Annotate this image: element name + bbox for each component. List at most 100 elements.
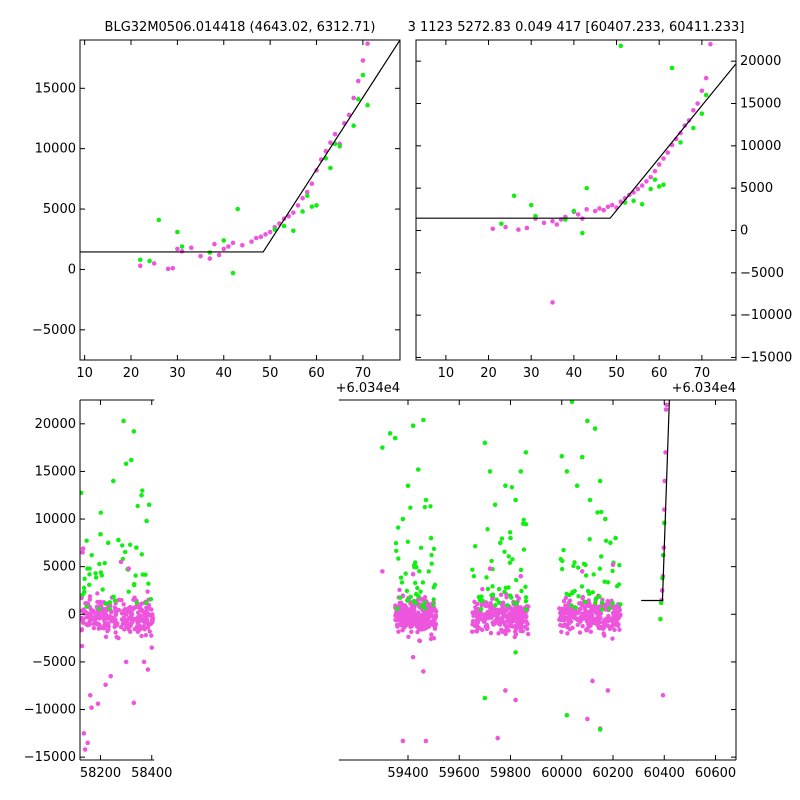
data-point [98,531,103,537]
x-tick-label: 40 [215,366,232,381]
data-point [491,622,496,627]
data-point [408,617,414,623]
data-point [550,218,555,224]
data-point [473,605,478,610]
data-point [149,607,154,612]
data-point [576,594,581,599]
data-point [107,600,113,605]
data-point [410,571,416,577]
x-tick-label: 60 [651,366,668,381]
data-point [207,250,213,255]
data-point [427,604,432,609]
data-point [113,612,118,618]
data-point [507,530,513,535]
data-point [175,229,180,235]
data-point [93,571,98,576]
data-point [592,208,598,214]
data-point [144,610,150,615]
data-point [422,600,427,605]
y-tick-label: −5000 [32,323,76,338]
data-point [523,607,529,612]
data-point [399,580,405,585]
data-point [561,598,567,604]
model-line [641,400,670,602]
data-point [518,469,524,474]
data-point [660,575,665,581]
data-point [584,627,589,633]
data-point [613,535,618,541]
data-point [523,584,528,590]
data-point [253,235,259,241]
data-point [365,102,370,108]
data-point [505,603,510,608]
data-point [498,607,503,613]
data-point [134,545,139,550]
data-point [97,602,103,608]
data-point [575,617,580,623]
data-point [114,621,120,626]
data-point [595,510,600,515]
data-point [420,580,426,585]
data-point [150,615,156,621]
data-point [393,540,399,546]
data-point [509,624,515,629]
y-tick-label: −15000 [740,350,792,365]
data-point [145,667,151,672]
data-point [165,266,171,272]
data-point [85,740,90,746]
data-point [423,621,429,626]
data-point [575,622,580,628]
data-point [103,682,108,688]
data-point [470,610,475,615]
data-point [380,445,385,450]
data-point [216,252,222,258]
y-tick-label: 0 [740,223,748,238]
data-point [472,543,478,549]
data-point [559,623,565,628]
data-point [656,184,662,189]
data-point [609,202,615,208]
data-point [477,626,482,631]
data-point [569,603,574,608]
data-point [85,623,90,628]
data-point [112,598,118,603]
data-point [249,239,254,244]
data-point [572,560,577,565]
data-point [571,563,576,569]
data-point [541,220,547,226]
data-point [94,622,100,627]
y-tick-label: −10000 [740,308,792,323]
data-point [394,548,399,554]
data-point [599,607,605,612]
data-point [411,599,416,604]
data-point [607,626,613,631]
data-point [583,562,588,568]
data-point [585,418,590,424]
data-point [577,601,582,606]
data-point [474,629,480,634]
data-point [503,614,508,619]
data-point [699,111,705,116]
data-point [585,716,590,722]
data-point [597,727,603,732]
data-point [488,600,493,606]
data-point [126,589,131,594]
data-point [509,615,514,620]
data-point [116,635,121,641]
data-point [518,573,524,579]
data-point [631,198,636,204]
data-point [405,483,411,489]
data-point [156,217,162,223]
data-point [484,625,490,630]
y-tick-label: 0 [68,607,76,622]
data-point [179,244,185,249]
data-point [314,203,319,208]
y-tick-label: 15000 [35,464,76,479]
data-point [433,622,439,627]
data-point [240,242,245,248]
y-tick-label: −5000 [740,266,784,281]
data-point [605,688,611,693]
data-point [564,712,570,718]
data-point [591,605,596,611]
data-point [593,616,599,622]
